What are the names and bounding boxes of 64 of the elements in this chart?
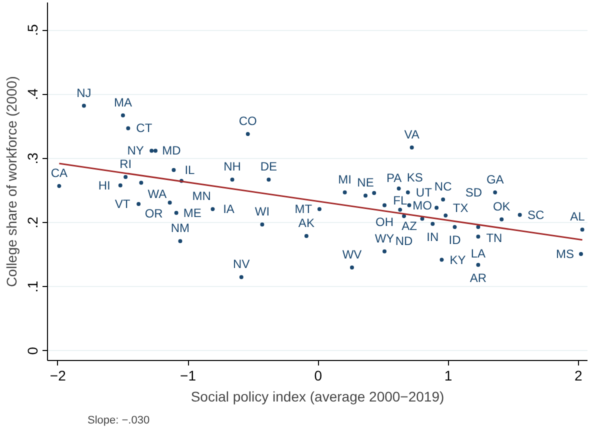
- data-label: OH: [376, 215, 394, 230]
- data-label: WA: [148, 186, 167, 201]
- data-label: OR: [144, 206, 164, 221]
- data-label: SC: [528, 208, 545, 222]
- data-label: MN: [192, 188, 211, 203]
- x-axis-title: Social policy index (average 2000−2019): [190, 388, 444, 404]
- x-tick-label: 1: [444, 368, 452, 384]
- x-tick-label: −2: [50, 368, 66, 384]
- data-label: RI: [120, 157, 132, 172]
- data-label: HI: [98, 178, 110, 192]
- data-label: LA: [470, 246, 486, 261]
- data-label: ME: [183, 206, 202, 220]
- y-tick-label: .2: [24, 216, 40, 228]
- data-label: NY: [127, 144, 144, 158]
- data-label: MI: [338, 172, 352, 186]
- data-label: KY: [450, 252, 466, 267]
- data-label: WV: [342, 247, 362, 262]
- data-label: CT: [136, 121, 153, 136]
- data-label: MO: [412, 198, 432, 213]
- data-label: CO: [238, 114, 257, 128]
- data-label: TN: [486, 231, 502, 246]
- data-label: KS: [406, 170, 423, 185]
- y-tick-label: .4: [24, 88, 40, 100]
- data-label: WY: [374, 231, 394, 246]
- data-label: NE: [357, 176, 374, 190]
- data-label: VT: [114, 196, 131, 211]
- data-label: MS: [556, 247, 574, 261]
- data-label: MT: [294, 202, 313, 216]
- data-label: MA: [114, 95, 132, 110]
- y-tick-label: 0: [24, 346, 40, 355]
- data-label: AR: [470, 270, 487, 285]
- data-label: AZ: [402, 219, 417, 234]
- data-label: FL: [393, 194, 408, 208]
- data-label: DE: [260, 160, 278, 174]
- data-label: NV: [233, 257, 250, 272]
- text: Slope: −.030: [88, 414, 150, 426]
- data-label: MD: [162, 144, 182, 158]
- data-label: GA: [486, 172, 504, 186]
- data-label: VA: [404, 127, 420, 142]
- y-tick-label: .3: [24, 152, 40, 164]
- y-tick-label: .1: [24, 280, 40, 293]
- data-label: TX: [452, 200, 468, 215]
- x-tick-label: 0: [314, 368, 322, 384]
- data-label: PA: [386, 171, 402, 186]
- x-tick-label: 2: [574, 368, 582, 384]
- data-label: NC: [434, 179, 452, 194]
- data-label: IN: [426, 230, 439, 244]
- y-axis-title: College share of workforce (2000): [4, 76, 20, 287]
- data-label: NJ: [76, 86, 92, 100]
- data-label: CA: [50, 166, 68, 180]
- data-label: ND: [395, 234, 414, 248]
- x-tick-label: −1: [180, 368, 196, 384]
- data-label: ID: [448, 233, 462, 248]
- data-label: UT: [416, 185, 433, 200]
- data-label: NM: [170, 221, 190, 236]
- data-label: SD: [465, 186, 482, 200]
- data-label: NH: [224, 160, 241, 174]
- data-label: IL: [184, 162, 196, 177]
- data-label: IA: [223, 202, 234, 216]
- data-label: OK: [492, 199, 510, 214]
- data-label: AL: [570, 210, 586, 224]
- data-label: AK: [298, 216, 314, 230]
- data-label: WI: [254, 204, 270, 218]
- y-tick-label: .5: [24, 24, 40, 36]
